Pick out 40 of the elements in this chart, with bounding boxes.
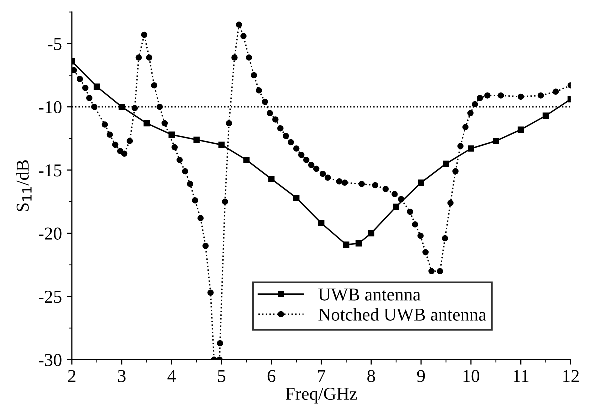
- x-tick-label: 4: [168, 370, 176, 382]
- point: [542, 112, 550, 120]
- point: [244, 157, 250, 164]
- point: [356, 240, 362, 247]
- y-tick-label: -20: [39, 228, 62, 240]
- point: [518, 126, 524, 133]
- point: [318, 220, 325, 227]
- point: [493, 138, 500, 144]
- point: [94, 84, 100, 90]
- y-tick-label: -5: [48, 38, 62, 50]
- x-tick-label: 12: [564, 370, 579, 382]
- point: [293, 194, 300, 202]
- x-tick-label: 11: [514, 370, 529, 382]
- y-tick-label: -30: [39, 354, 62, 366]
- x-tick-label: 6: [268, 370, 276, 382]
- x-tick-label: 7: [318, 370, 326, 382]
- x-tick-label: 3: [118, 370, 126, 382]
- x-tick-label: 2: [68, 370, 76, 382]
- x-tick-label: 8: [368, 370, 376, 382]
- y-axis-title: S$_{11}$/dB: [16, 160, 32, 212]
- point: [368, 230, 375, 237]
- point: [118, 104, 126, 110]
- y-tick-label: -15: [39, 164, 62, 177]
- legend-label: Notched UWB antenna: [318, 308, 486, 322]
- y-tick-label: -10: [39, 101, 62, 114]
- y-tick-label: -25: [39, 291, 62, 304]
- point: [194, 136, 200, 144]
- x-axis-title: Freq/GHz: [286, 388, 358, 404]
- point: [468, 146, 474, 152]
- point: [144, 120, 150, 127]
- point: [418, 180, 424, 186]
- x-tick-label: 10: [464, 370, 480, 382]
- point: [343, 242, 350, 248]
- point: [443, 160, 450, 168]
- legend-label: UWB antenna: [318, 288, 421, 301]
- x-tick-label: 5: [218, 370, 226, 382]
- point: [268, 176, 275, 182]
- point: [218, 142, 225, 148]
- point: [393, 204, 400, 210]
- x-tick-label: 9: [417, 370, 426, 382]
